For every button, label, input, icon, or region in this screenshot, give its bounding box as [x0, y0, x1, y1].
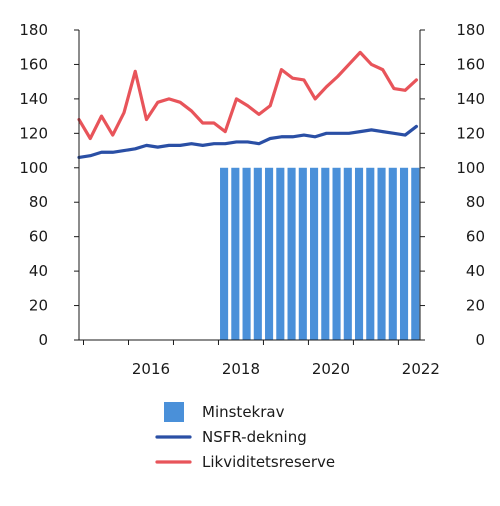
minstekrav-bar — [310, 167, 319, 340]
minstekrav-bar — [354, 167, 364, 340]
y-tick-label-left: 100 — [19, 159, 48, 177]
minstekrav-bar — [321, 167, 330, 340]
y-tick-label-right: 60 — [466, 228, 485, 246]
minstekrav-bar — [276, 167, 285, 340]
minstekrav-bar — [332, 167, 341, 340]
y-tick-label-right: 160 — [456, 55, 485, 73]
minstekrav-bar — [377, 167, 386, 340]
minstekrav-bar — [220, 167, 229, 340]
y-tick-label-left: 180 — [19, 21, 48, 39]
minstekrav-bars — [220, 167, 420, 340]
y-tick-label-right: 20 — [466, 297, 485, 315]
nsfr-dekning-line — [77, 124, 418, 160]
x-tick-label: 2020 — [312, 360, 350, 378]
y-tick-label-left: 160 — [19, 55, 48, 73]
minstekrav-bar — [366, 167, 375, 340]
y-tick-label-left: 60 — [29, 228, 48, 246]
y-tick-label-right: 100 — [456, 159, 485, 177]
y-tick-label-right: 180 — [456, 21, 485, 39]
x-tick-label: 2018 — [222, 360, 260, 378]
y-tick-label-right: 120 — [456, 124, 485, 142]
minstekrav-bar — [298, 167, 307, 340]
minstekrav-bar — [242, 167, 251, 340]
y-tick-label-right: 140 — [456, 90, 485, 108]
y-tick-label-left: 140 — [19, 90, 48, 108]
y-tick-label-left: 0 — [38, 331, 48, 349]
x-axis: 2016 2018 2020 2022 — [82, 340, 440, 378]
y-tick-label-left: 40 — [29, 262, 48, 280]
minstekrav-bar — [287, 167, 296, 340]
legend-label: Minstekrav — [202, 403, 285, 421]
y-tick-label-left: 120 — [19, 124, 48, 142]
y-tick-label-left: 80 — [29, 193, 48, 211]
minstekrav-bar — [265, 167, 274, 340]
y-axis-right: 0 20 40 60 80 100 120 140 160 180 — [420, 21, 485, 349]
legend: Minstekrav NSFR-dekning Likviditetsreserve — [155, 402, 335, 471]
y-tick-label-right: 80 — [466, 193, 485, 211]
x-tick-label: 2022 — [402, 360, 440, 378]
minstekrav-bar — [231, 167, 240, 340]
x-tick-label: 2016 — [132, 360, 170, 378]
series-lines — [77, 50, 418, 160]
y-tick-label-right: 0 — [475, 331, 485, 349]
minstekrav-bar — [399, 167, 409, 340]
minstekrav-bar — [343, 167, 352, 340]
legend-label: Likviditetsreserve — [202, 453, 335, 471]
legend-label: NSFR-dekning — [202, 428, 307, 446]
legend-swatch-bar — [164, 402, 184, 422]
minstekrav-bar — [253, 167, 262, 340]
y-tick-label-right: 40 — [466, 262, 485, 280]
y-axis-left: 0 20 40 60 80 100 120 140 160 180 — [19, 21, 79, 349]
minstekrav-bar — [411, 167, 420, 340]
y-tick-label-left: 20 — [29, 297, 48, 315]
likviditetsreserve-line — [77, 50, 418, 141]
minstekrav-bar — [388, 167, 397, 340]
